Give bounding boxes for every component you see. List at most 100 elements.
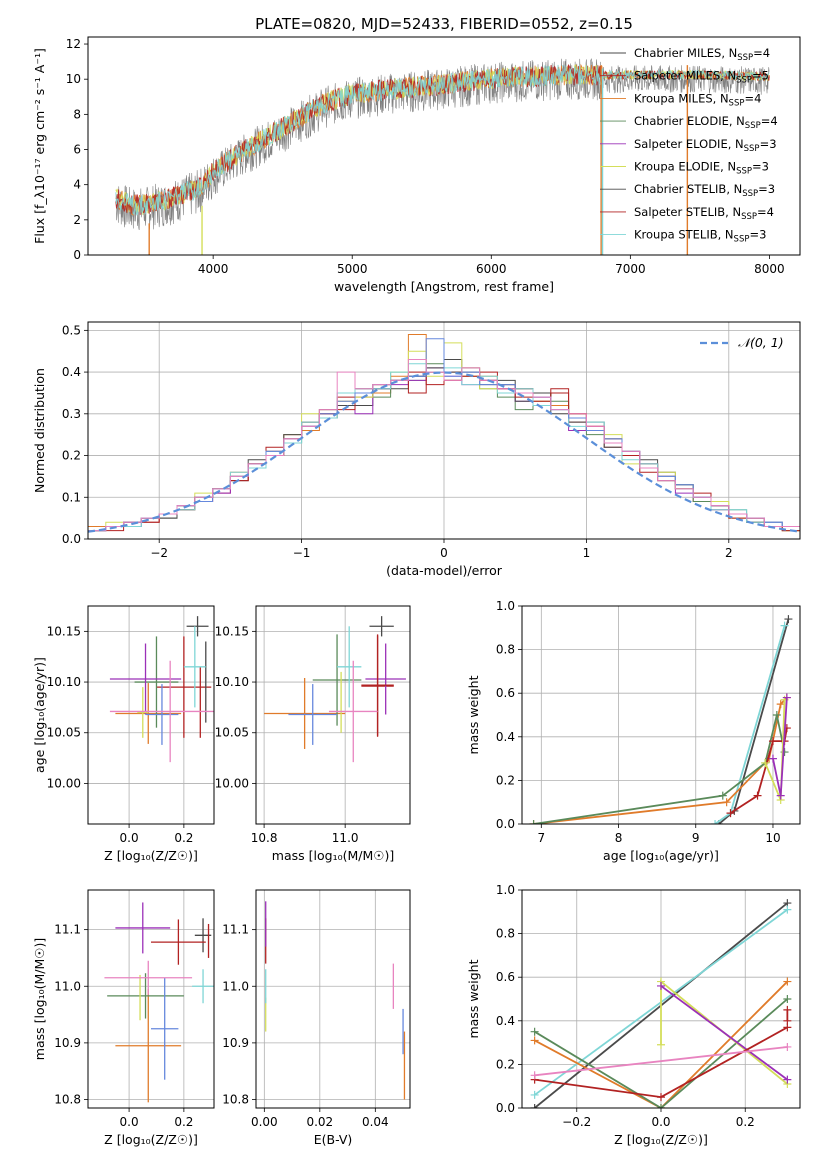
age_vs_Z-panel: 0.0 0.2 10.00 10.05 10.10 10.15 Z [log₁₀(Z/Z☉)… [32,605,215,863]
weight-point-marker [657,1040,665,1049]
x-tick-label: 0.04 [362,1115,389,1129]
errorbar-group [265,901,406,1100]
weight-point-marker [783,905,792,914]
y-tick-label: 11.0 [54,979,81,993]
weight-series-line [534,998,788,1108]
errorbar-group [264,616,406,763]
y-tick-label: 0.6 [496,686,515,700]
y-tick-label: 0.4 [62,365,81,379]
legend-entry: Chabrier ELODIE, NSSP=4 [634,114,778,131]
x-tick-label: −1 [293,546,311,560]
weight-point-marker [753,791,762,800]
weight-lines [529,615,793,824]
histogram-step-series [88,359,800,532]
spectrum-panel: 4000 5000 6000 7000 8000 0 2 4 6 8 10 12 wavelength … [32,36,801,294]
y-tick-label: 0.1 [62,490,81,504]
y-tick-label: 10.8 [222,1093,249,1107]
weight-point-marker [772,711,781,719]
axes-frame [255,605,411,825]
y-tick-label: 0.2 [496,1057,515,1071]
model-spectrum-line [115,64,770,216]
panels: 4000 5000 6000 7000 8000024681012wavelength … [32,36,801,1147]
weight-point-marker [783,1016,792,1025]
figure-title: PLATE=0820, MJD=52433, FIBERID=0552, z=0… [255,15,633,33]
y-axis-label: age [log₁₀(age/yr)] [32,657,47,773]
weight-point-marker [711,820,720,824]
x-tick-label: 9 [692,831,700,845]
x-tick-label: 0 [440,546,448,560]
x-tick-label: 4000 [198,262,229,276]
y-tick-label: 0.8 [496,927,515,941]
weight-point-marker [768,754,777,763]
y-tick-label: 1.0 [496,599,515,613]
errorbar-group [104,902,214,1103]
weight-point-marker [782,693,791,702]
y-tick-label: 10.05 [215,726,249,740]
weight_vs_age-panel: 7 8 9 10 0.0 0.2 0.4 0.6 0.8 1.0 age [log₁₀(age/yr… [466,599,801,863]
weight-point-marker [718,791,727,800]
legend-entry: Salpeter MILES, NSSP=5 [634,69,769,86]
mass_vs_Z-panel: 0.0 0.2 10.8 10.9 11.0 11.1 Z [log₁₀(Z/Z☉)] mas… [32,889,215,1147]
y-tick-label: 11.1 [54,923,81,937]
x-tick-label: 0.0 [120,831,139,845]
legend-entry: 𝒩(0, 1) [738,335,784,350]
mass_vs_ebv-panel: 0.00 0.02 0.04 10.8 10.9 11.0 11.1 E(B-V) [222,889,411,1147]
weight-point-marker [784,615,793,624]
x-tick-label: 0.2 [736,1115,755,1129]
model-spectrum-line [115,63,770,215]
spectrum-lines [115,58,770,255]
y-tick-label: 0.8 [496,643,515,657]
weight-point-marker [783,1075,792,1084]
x-tick-label: 8 [615,831,623,845]
weight-point-marker [530,1036,539,1045]
weight-point-marker [761,758,770,767]
weight-point-marker [530,1104,539,1108]
residual-legend: 𝒩(0, 1) [700,335,784,350]
y-tick-label: 10.8 [54,1093,81,1107]
weight-series-line [660,985,788,1081]
y-tick-label: 0.0 [496,817,515,831]
x-axis-label: (data-model)/error [386,563,503,578]
weight-point-marker [783,1005,792,1014]
y-tick-label: 0.2 [62,449,81,463]
weight-point-marker [530,1027,539,1036]
x-axis-label: mass [log₁₀(M/M☉)] [272,848,394,863]
weight_vs_Z-panel: −0.2 0.0 0.2 0.0 0.2 0.4 0.6 0.8 1.0 Z [log₁₀(Z/Z… [466,883,801,1147]
y-tick-label: 10 [66,72,81,86]
y-tick-label: 6 [73,143,81,157]
x-tick-label: 11.0 [332,831,359,845]
y-tick-label: 12 [66,37,81,51]
y-tick-label: 10.15 [215,624,249,638]
weight-point-marker [529,820,538,824]
legend-entry: Kroupa ELODIE, NSSP=3 [634,160,769,177]
legend-entry: Chabrier MILES, NSSP=4 [634,46,770,63]
axes-frame [521,889,801,1109]
y-tick-label: 11.0 [222,979,249,993]
x-tick-label: 0.0 [651,1115,670,1129]
legend-entry: Salpeter STELIB, NSSP=4 [634,205,774,222]
legend-entry: Chabrier STELIB, NSSP=3 [634,182,775,199]
histogram-lines [88,334,800,533]
x-axis-label: Z [log₁₀(Z/Z☉)] [104,1132,198,1147]
y-axis-label: mass weight [466,675,481,754]
legend-entry: Salpeter ELODIE, NSSP=3 [634,137,777,154]
y-axis-label: mass weight [466,959,481,1038]
y-tick-label: 4 [73,178,81,192]
y-tick-label: 10.15 [47,624,81,638]
age_vs_mass-panel: 10.8 11.0 10.00 10.05 10.10 10.15 mass [log₁₀(… [215,605,411,863]
legend-entry: Kroupa STELIB, NSSP=3 [634,228,766,245]
y-axis-label: Normed distribution [32,368,47,493]
normal-curve-line [88,371,800,533]
x-tick-label: 10 [765,831,780,845]
x-tick-label: 7 [537,831,545,845]
y-tick-label: 10.9 [54,1036,81,1050]
y-axis-label: mass [log₁₀(M/M☉)] [32,938,47,1060]
x-tick-label: 0.0 [120,1115,139,1129]
weight-point-marker [530,1090,539,1099]
weight-point-marker [657,1104,665,1108]
x-tick-label: 7000 [615,262,646,276]
axes-frame [87,321,801,540]
x-tick-label: −0.2 [562,1115,591,1129]
weight-point-marker [776,791,785,800]
